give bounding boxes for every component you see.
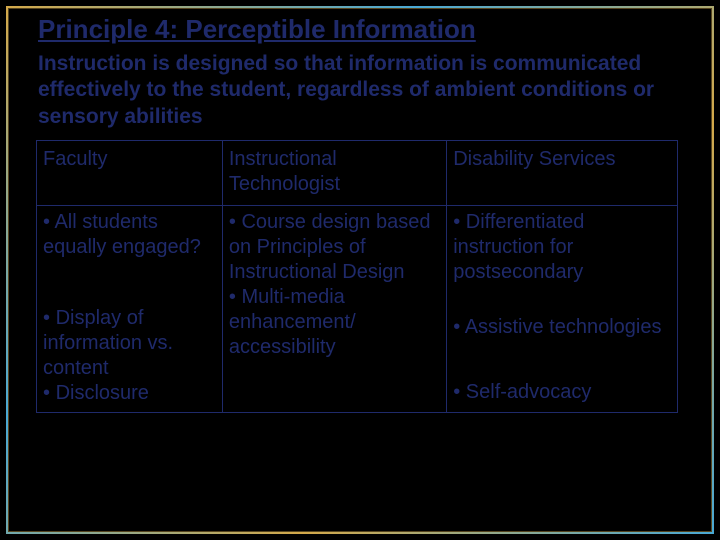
slide-frame — [6, 6, 714, 534]
